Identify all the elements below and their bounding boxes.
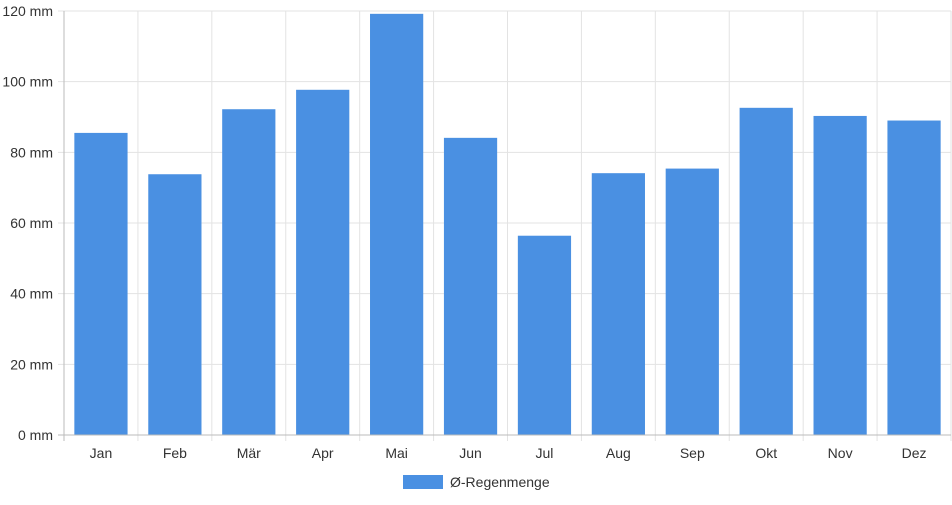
grid bbox=[58, 10, 952, 441]
bars bbox=[74, 13, 941, 436]
x-tick-label: Feb bbox=[163, 445, 187, 461]
x-tick-label: Mai bbox=[385, 445, 408, 461]
bar[interactable] bbox=[296, 89, 350, 435]
x-tick-label: Mär bbox=[237, 445, 261, 461]
legend-label[interactable]: Ø-Regenmenge bbox=[450, 474, 550, 490]
x-tick-label: Jun bbox=[459, 445, 482, 461]
bar[interactable] bbox=[517, 235, 572, 435]
bar[interactable] bbox=[370, 13, 424, 436]
y-tick-label: 40 mm bbox=[10, 286, 53, 302]
legend-swatch[interactable] bbox=[403, 475, 443, 489]
x-tick-label: Nov bbox=[828, 445, 853, 461]
x-tick-label: Dez bbox=[902, 445, 927, 461]
x-tick-label: Jul bbox=[536, 445, 554, 461]
y-tick-label: 100 mm bbox=[2, 74, 53, 90]
bar[interactable] bbox=[443, 137, 498, 435]
x-tick-labels: Jan Feb Mär Apr Mai Jun Jul Aug Sep Okt Nov Dez bbox=[90, 445, 927, 461]
x-tick-label: Jan bbox=[90, 445, 113, 461]
x-tick-label: Apr bbox=[312, 445, 334, 461]
bar[interactable] bbox=[665, 168, 719, 435]
bar[interactable] bbox=[222, 109, 276, 435]
bar[interactable] bbox=[813, 115, 867, 435]
x-tick-label: Okt bbox=[755, 445, 777, 461]
y-tick-labels: 0 mm 20 mm 40 mm 60 mm 80 mm 100 mm 120 mm bbox=[2, 3, 53, 443]
y-tick-label: 80 mm bbox=[10, 144, 53, 160]
y-tick-label: 20 mm bbox=[10, 356, 53, 372]
y-tick-label: 60 mm bbox=[10, 215, 53, 231]
bar[interactable] bbox=[148, 174, 202, 436]
legend[interactable]: Ø-Regenmenge bbox=[403, 474, 550, 490]
bar[interactable] bbox=[887, 120, 941, 436]
y-tick-label: 0 mm bbox=[18, 427, 53, 443]
x-tick-label: Aug bbox=[606, 445, 631, 461]
x-tick-label: Sep bbox=[680, 445, 705, 461]
bar[interactable] bbox=[591, 173, 645, 435]
bar[interactable] bbox=[739, 107, 793, 436]
y-tick-label: 120 mm bbox=[2, 3, 53, 19]
bar[interactable] bbox=[74, 132, 128, 435]
